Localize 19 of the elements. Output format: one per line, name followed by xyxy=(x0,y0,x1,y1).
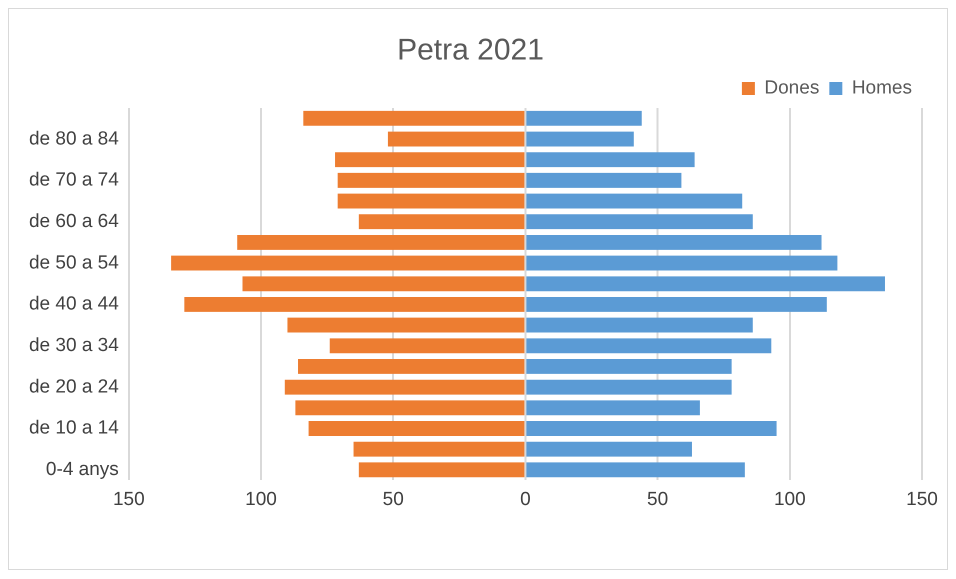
x-tick-label: 150 xyxy=(112,488,145,510)
y-tick-label: de 30 a 34 xyxy=(28,335,120,356)
y-tick-label: 0-4 anys xyxy=(46,459,119,480)
x-tick-label: 150 xyxy=(906,488,938,510)
x-tick-label: 50 xyxy=(382,488,404,510)
chart-title: Petra 2021 xyxy=(397,33,544,66)
y-tick-label: de 10 a 14 xyxy=(28,418,120,439)
y-tick-label: de 50 a 54 xyxy=(28,252,120,274)
x-tick-label: 0 xyxy=(520,488,531,510)
legend-label: Dones xyxy=(764,78,820,99)
y-tick-label: de 80 a 84 xyxy=(28,128,120,150)
y-tick-label: de 60 a 64 xyxy=(28,210,120,232)
x-tick-label: 50 xyxy=(647,488,668,510)
legend-label: Homes xyxy=(852,78,912,99)
x-tick-label: 100 xyxy=(245,488,277,510)
y-tick-label: de 70 a 74 xyxy=(28,170,120,191)
y-tick-label: de 40 a 44 xyxy=(28,294,120,315)
x-tick-label: 100 xyxy=(774,488,806,510)
y-tick-label: de 20 a 24 xyxy=(28,376,120,398)
